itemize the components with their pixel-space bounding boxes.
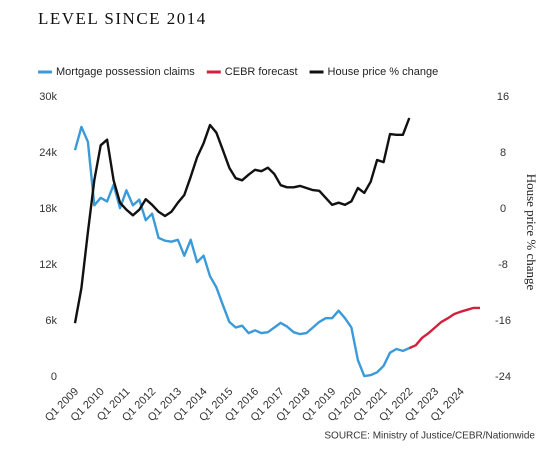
y-tick-label: 6k xyxy=(45,315,57,327)
y-tick-label: 0 xyxy=(51,371,57,383)
chart-title: LEVEL SINCE 2014 xyxy=(38,9,207,28)
y-tick-label: 24k xyxy=(39,147,57,159)
legend-label: Mortgage possession claims xyxy=(56,66,195,78)
y2-tick-label: -24 xyxy=(495,371,511,383)
y2-tick-label: 0 xyxy=(500,203,506,215)
y-tick-label: 12k xyxy=(39,259,57,271)
series-line xyxy=(73,125,410,378)
y2-tick-label: -8 xyxy=(498,259,508,271)
legend-label: CEBR forecast xyxy=(225,66,298,78)
y2-tick-label: -16 xyxy=(495,315,511,327)
y-tick-label: 30k xyxy=(39,91,57,103)
source: SOURCE: Ministry of Justice/CEBR/Nationw… xyxy=(324,431,535,442)
y2-tick-label: 8 xyxy=(500,147,506,159)
y-tick-label: 18k xyxy=(39,203,57,215)
y2-axis-label: House price % change xyxy=(524,174,539,291)
legend-label: House price % change xyxy=(328,66,439,78)
y2-tick-label: 16 xyxy=(497,91,509,103)
series-line xyxy=(73,117,411,324)
series-line xyxy=(408,306,480,350)
